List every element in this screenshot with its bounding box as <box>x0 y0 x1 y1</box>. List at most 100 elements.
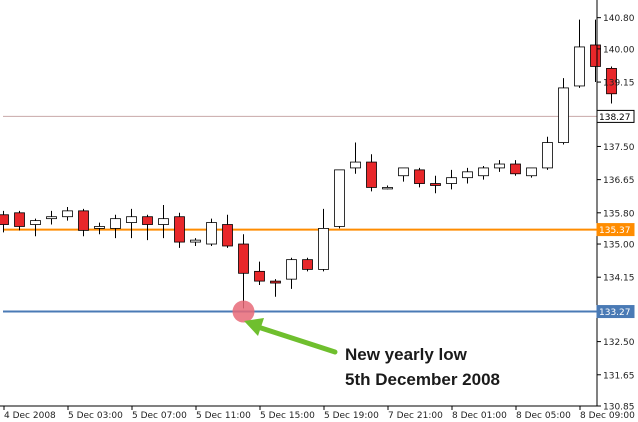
candle-8 <box>126 208 137 239</box>
candle-body-0 <box>0 214 9 225</box>
candle-body-20 <box>318 228 329 270</box>
candle-body-33 <box>526 167 537 177</box>
candle-body-12 <box>190 239 201 243</box>
candle-body-26 <box>414 169 425 184</box>
candle-32 <box>510 160 521 176</box>
candle-body-38 <box>606 67 617 95</box>
y-tick-label-2: 132.50 <box>603 338 635 348</box>
candle-12 <box>190 238 201 246</box>
y-tick-label-10: 139.15 <box>603 79 635 89</box>
y-tick-label-7: 136.65 <box>603 176 635 186</box>
candle-0 <box>0 210 9 233</box>
level-label-133.27: 133.27 <box>599 308 631 318</box>
candle-body-4 <box>62 210 73 218</box>
y-tick-label-4: 134.15 <box>603 274 635 284</box>
candle-body-27 <box>430 183 441 186</box>
candle-14 <box>222 214 233 248</box>
candle-body-6 <box>94 226 105 229</box>
annotation-line-1: New yearly low <box>345 345 468 364</box>
candle-body-36 <box>574 46 585 87</box>
candle-body-32 <box>510 163 521 175</box>
candle-1 <box>14 210 25 231</box>
x-tick-label-6: 7 Dec 21:00 <box>388 411 443 421</box>
candle-18 <box>286 257 297 289</box>
candle-28 <box>446 169 457 190</box>
candle-35 <box>558 78 569 145</box>
candle-body-28 <box>446 177 457 184</box>
y-tick-label-12: 140.80 <box>603 14 635 24</box>
level-box-138.27 <box>596 109 635 123</box>
y-tick-label-5: 135.00 <box>603 241 635 251</box>
candle-17 <box>270 279 281 297</box>
y-tick-label-0: 130.85 <box>603 403 635 413</box>
level-label-135.37: 135.37 <box>599 226 631 236</box>
candle-2 <box>30 218 41 237</box>
candle-23 <box>366 154 377 192</box>
candle-body-24 <box>382 187 393 190</box>
candle-34 <box>542 136 553 170</box>
candle-body-34 <box>542 142 553 169</box>
y-tick-label-11: 140.00 <box>603 45 635 55</box>
candle-body-3 <box>46 216 57 220</box>
candle-26 <box>414 167 425 188</box>
candle-15 <box>238 234 249 309</box>
candle-3 <box>46 210 57 225</box>
x-tick-label-1: 5 Dec 03:00 <box>68 411 123 421</box>
candle-body-8 <box>126 216 137 223</box>
candle-body-11 <box>174 216 185 243</box>
candle-body-18 <box>286 259 297 280</box>
candle-20 <box>318 208 329 272</box>
candle-11 <box>174 212 185 248</box>
candle-body-30 <box>478 167 489 177</box>
candle-body-9 <box>142 216 153 225</box>
candle-body-37 <box>590 44 601 67</box>
candle-21 <box>334 169 345 229</box>
y-tick-label-8: 137.50 <box>603 143 635 153</box>
x-tick-label-4: 5 Dec 15:00 <box>260 411 315 421</box>
candle-5 <box>78 208 89 237</box>
candle-31 <box>494 160 505 172</box>
candle-body-21 <box>334 169 345 227</box>
candle-body-29 <box>462 171 473 179</box>
x-tick-label-0: 4 Dec 2008 <box>4 411 56 421</box>
candle-30 <box>478 165 489 180</box>
candle-19 <box>302 257 313 272</box>
candle-38 <box>606 66 617 104</box>
candle-27 <box>430 175 441 194</box>
annotation-arrow-shaft <box>255 324 338 355</box>
candle-37 <box>590 19 601 83</box>
candle-body-5 <box>78 210 89 231</box>
candle-9 <box>142 214 153 241</box>
candle-22 <box>350 142 361 174</box>
x-tick-label-5: 5 Dec 19:00 <box>324 411 379 421</box>
candle-body-23 <box>366 161 377 188</box>
level-box-133.27 <box>596 305 635 319</box>
candle-body-31 <box>494 163 505 169</box>
candle-33 <box>526 167 537 178</box>
candle-6 <box>94 222 105 235</box>
candle-body-22 <box>350 161 361 169</box>
candle-29 <box>462 167 473 184</box>
y-tick-label-6: 135.80 <box>603 209 635 219</box>
candle-13 <box>206 218 217 246</box>
candle-10 <box>158 205 169 239</box>
candle-24 <box>382 185 393 190</box>
level-box-135.37 <box>596 223 635 237</box>
candle-body-19 <box>302 259 313 270</box>
candle-7 <box>110 214 121 239</box>
annotation-line-2: 5th December 2008 <box>345 370 500 389</box>
x-tick-label-2: 5 Dec 07:00 <box>132 411 187 421</box>
candle-body-35 <box>558 87 569 143</box>
candle-body-15 <box>238 243 249 274</box>
x-tick-label-7: 8 Dec 01:00 <box>452 411 507 421</box>
candle-body-13 <box>206 222 217 245</box>
candle-body-7 <box>110 218 121 229</box>
candle-36 <box>574 19 585 88</box>
yearly-low-marker <box>232 300 255 323</box>
level-label-138.27: 138.27 <box>599 113 631 123</box>
candle-body-25 <box>398 167 409 177</box>
x-tick-label-9: 8 Dec 09:00 <box>580 411 635 421</box>
candle-body-1 <box>14 212 25 227</box>
